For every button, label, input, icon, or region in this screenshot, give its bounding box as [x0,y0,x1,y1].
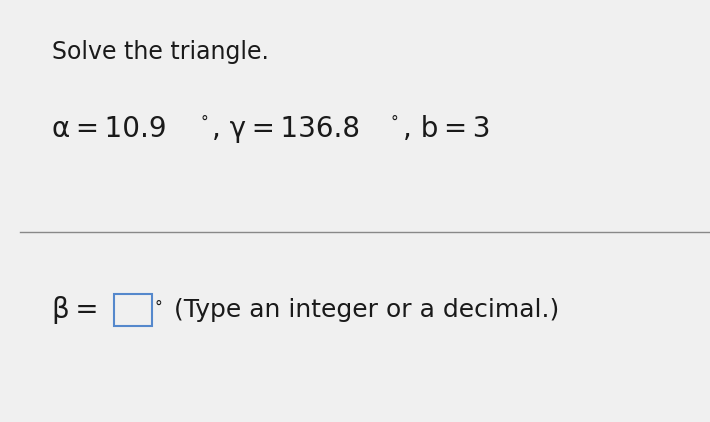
Text: α = 10.9: α = 10.9 [52,115,167,143]
Text: °: ° [391,115,399,130]
Text: β =: β = [52,296,104,324]
Text: , b = 3: , b = 3 [403,115,491,143]
Text: , γ = 136.8: , γ = 136.8 [212,115,360,143]
Bar [114,294,152,326]
Text: °: ° [200,115,208,130]
Text: Solve the triangle.: Solve the triangle. [52,40,269,64]
Text: °: ° [154,300,162,315]
Text: (Type an integer or a decimal.): (Type an integer or a decimal.) [166,298,559,322]
